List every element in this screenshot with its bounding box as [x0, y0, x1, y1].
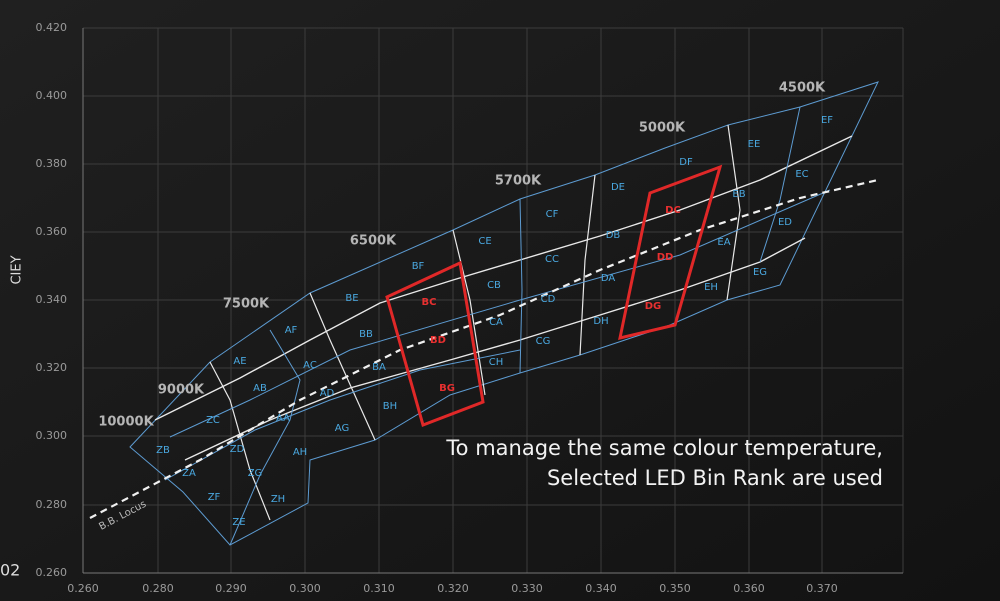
x-tick-label: 0.320	[437, 582, 469, 595]
bin-label: CD	[541, 294, 556, 305]
x-tick-label: 0.350	[659, 582, 691, 595]
bin-label: AB	[253, 383, 267, 394]
bin-label: ZF	[208, 492, 221, 503]
bin-label: EB	[732, 189, 745, 200]
bin-label: AD	[320, 388, 335, 399]
bin-label: EG	[753, 267, 767, 278]
annotation: Selected LED Bin Rank are used	[547, 466, 883, 490]
bin-label: DE	[611, 182, 625, 193]
bin-label: ZC	[206, 415, 220, 426]
cct-label: 5000K	[639, 121, 686, 136]
y-tick-label: 0.280	[36, 498, 68, 511]
bin-label: AC	[303, 360, 317, 371]
bin-label: CG	[536, 336, 551, 347]
page-number: 02	[0, 561, 20, 580]
bin-label: BA	[372, 362, 386, 373]
y-axis-label: CIEY	[10, 255, 25, 284]
bin-label: CF	[546, 209, 559, 220]
bin-label: BD	[430, 335, 446, 346]
y-tick-label: 0.400	[36, 89, 68, 102]
bin-label: ZA	[182, 468, 196, 479]
bin-label: DD	[657, 252, 674, 263]
y-tick-label: 0.260	[36, 566, 68, 579]
y-tick-label: 0.320	[36, 361, 68, 374]
bin-label: DF	[679, 157, 693, 168]
y-tick-label: 0.420	[36, 21, 68, 34]
x-tick-label: 0.360	[733, 582, 765, 595]
bin-label: DH	[593, 316, 608, 327]
bin-label: BB	[359, 329, 373, 340]
cct-label: 10000K	[98, 415, 154, 430]
cct-label: 7500K	[223, 297, 270, 312]
bin-label: ZD	[230, 444, 245, 455]
bin-label: BE	[345, 293, 358, 304]
x-tick-label: 0.340	[585, 582, 617, 595]
x-tick-label: 0.260	[67, 582, 99, 595]
bin-label: ZH	[271, 494, 285, 505]
bin-label: AE	[233, 356, 246, 367]
cct-label: 9000K	[158, 383, 205, 398]
bin-label: CA	[489, 317, 503, 328]
y-tick-label: 0.360	[36, 225, 68, 238]
cct-label: 5700K	[495, 174, 542, 189]
bin-label: EE	[748, 139, 761, 150]
x-tick-label: 0.300	[289, 582, 321, 595]
bin-label: EH	[704, 282, 718, 293]
bin-label: AG	[335, 423, 349, 434]
bin-label: DG	[645, 301, 662, 312]
bin-label: ZE	[232, 517, 245, 528]
x-tick-label: 0.290	[215, 582, 247, 595]
bin-label: BG	[439, 383, 455, 394]
bin-label: BH	[383, 401, 397, 412]
locus-line	[89, 178, 879, 519]
bin-label: AH	[293, 447, 307, 458]
bin-label: AA	[276, 413, 290, 424]
annotation: To manage the same colour temperature,	[445, 436, 883, 460]
bin-label: BC	[422, 297, 437, 308]
bin-label: ZG	[248, 468, 263, 479]
selected-bin-group	[618, 164, 723, 341]
grid	[82, 27, 904, 574]
cct-label: 4500K	[779, 81, 826, 96]
bin-label: DC	[665, 205, 681, 216]
bin-label: CE	[478, 236, 491, 247]
bin-label: DB	[606, 230, 621, 241]
labels: 0.260 0.280 0.290 0.300 0.310 0.320 0.330 0.340…	[36, 21, 838, 595]
x-tick-label: 0.280	[142, 582, 174, 595]
bin-label: ZB	[156, 445, 170, 456]
x-tick-label: 0.310	[363, 582, 395, 595]
bin-outline	[129, 81, 879, 546]
x-tick-label: 0.370	[806, 582, 838, 595]
bin-label: DA	[601, 273, 616, 284]
cct-label: 6500K	[350, 234, 397, 249]
bin-label: CH	[489, 357, 504, 368]
bin-label: EA	[717, 237, 730, 248]
bin-label: CB	[487, 280, 501, 291]
bin-label: EC	[795, 169, 808, 180]
y-tick-label: 0.300	[36, 429, 68, 442]
y-tick-label: 0.340	[36, 293, 68, 306]
bin-label: ED	[778, 217, 792, 228]
selected-bin-group	[385, 260, 485, 427]
x-tick-label: 0.330	[511, 582, 543, 595]
bin-label: BF	[412, 261, 425, 272]
bin-label: EF	[821, 115, 833, 126]
bin-label: CC	[545, 254, 559, 265]
y-tick-label: 0.380	[36, 157, 68, 170]
bin-label: AF	[285, 325, 298, 336]
